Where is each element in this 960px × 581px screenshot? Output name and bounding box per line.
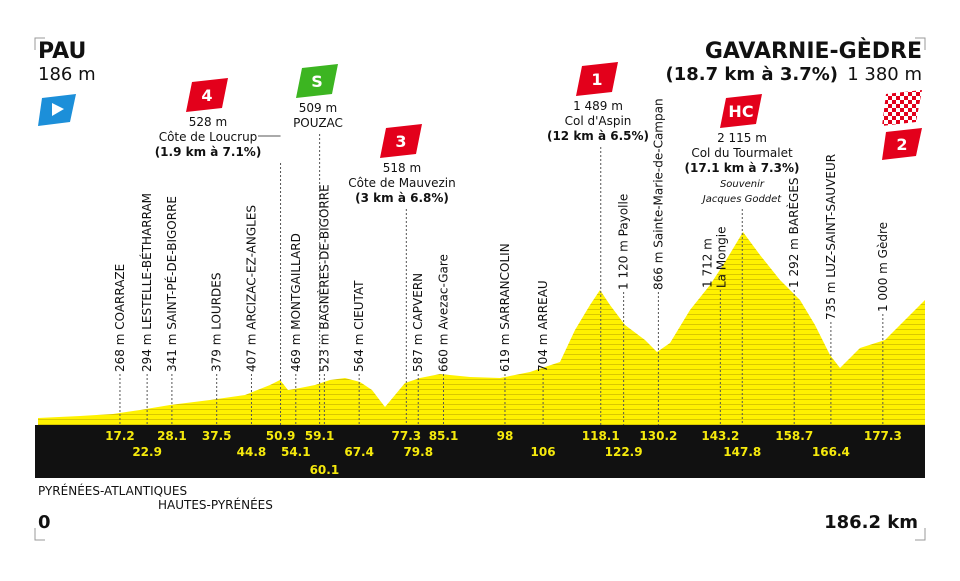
finish-altitude: 1 380 m — [847, 64, 922, 85]
km-label: 44.8 — [237, 445, 267, 459]
km-label: 118.1 — [582, 429, 620, 443]
place-label: 523 m BAGNÈRES-DE-BIGORRE — [316, 184, 331, 372]
place-label: 704 m ARREAU — [536, 280, 550, 372]
start-km: 0 — [38, 512, 51, 533]
finish-category: 2 — [896, 135, 907, 154]
climb-name: Côte de Mauvezin — [348, 176, 455, 190]
km-label: 37.5 — [202, 429, 232, 443]
start-altitude: 186 m — [38, 64, 96, 85]
place-label: 735 m LUZ-SAINT-SAUVEUR — [824, 154, 838, 320]
climb-flag — [576, 62, 618, 96]
climb-detail: (17.1 km à 7.3%) — [685, 161, 800, 175]
climb-name: Côte de Loucrup — [159, 130, 258, 144]
finish-climb: (18.7 km à 3.7%) — [666, 64, 838, 85]
finish-name: GAVARNIE-GÈDRE — [705, 38, 922, 64]
place-label: 564 m CIEUTAT — [352, 280, 366, 372]
km-label: 166.4 — [812, 445, 850, 459]
km-label: 106 — [531, 445, 556, 459]
place-label: 1 120 m Payolle — [617, 194, 631, 290]
climb-category: S — [311, 72, 323, 91]
climb-altitude: 2 115 m — [717, 131, 767, 145]
km-label: 54.1 — [281, 445, 311, 459]
climb-detail: (1.9 km à 7.1%) — [155, 145, 262, 159]
place-label: 866 m Sainte-Marie-de-Campan — [651, 98, 665, 290]
frame — [34, 37, 926, 541]
climb-name: Col du Tourmalet — [691, 146, 793, 160]
km-label: 158.7 — [775, 429, 813, 443]
climb-detail: (12 km à 6.5%) — [547, 129, 649, 143]
climb-flag — [186, 78, 228, 112]
climb-name: POUZAC — [293, 116, 343, 130]
km-label: 50.9 — [266, 429, 296, 443]
finish-km: 186.2 km — [824, 512, 918, 533]
climb-altitude: 1 489 m — [573, 99, 623, 113]
km-label: 98 — [497, 429, 514, 443]
finish-flag — [882, 90, 922, 126]
place-label: 1 000 m Gèdre — [876, 222, 890, 312]
climb-note: Souvenir — [720, 179, 765, 190]
km-band — [35, 425, 925, 478]
km-label: 79.8 — [403, 445, 433, 459]
km-label: 28.1 — [157, 429, 187, 443]
profile — [38, 232, 925, 425]
climb-flag — [296, 64, 338, 98]
place-label: 407 m ARCIZAC-EZ-ANGLES — [244, 205, 258, 372]
km-label: 143.2 — [701, 429, 739, 443]
place-label: 1 712 m — [700, 238, 714, 288]
km-label: 17.2 — [105, 429, 135, 443]
km-label: 85.1 — [429, 429, 459, 443]
place-label: 469 m MONTGAILLARD — [289, 233, 303, 372]
place-label: 1 292 m BARÈGES — [786, 177, 801, 288]
climb-category: 1 — [591, 70, 602, 89]
climb-altitude: 518 m — [383, 161, 421, 175]
place-label: 379 m LOURDES — [210, 273, 224, 373]
climb-altitude: 509 m — [299, 101, 337, 115]
place-label: La Mongie — [714, 227, 728, 289]
km-label: 22.9 — [132, 445, 162, 459]
place-label: 660 m Avezac-Gare — [437, 254, 451, 372]
km-label: 60.1 — [310, 463, 340, 477]
km-label: 177.3 — [864, 429, 902, 443]
km-label: 130.2 — [639, 429, 677, 443]
climb-category: HC — [728, 102, 753, 121]
place-label: 294 m LESTELLE-BÉTHARRAM — [139, 193, 154, 372]
place-label: 587 m CAPVERN — [411, 273, 425, 372]
km-label: 59.1 — [305, 429, 335, 443]
start-icon — [52, 103, 64, 116]
climb-detail: (3 km à 6.8%) — [355, 191, 449, 205]
finish-category-flag — [882, 128, 922, 160]
place-label: 341 m SAINT-PÉ-DE-BIGORRE — [164, 196, 179, 372]
km-label: 77.3 — [392, 429, 422, 443]
department: HAUTES-PYRÉNÉES — [158, 497, 273, 512]
climb-note2: Jacques Goddet — [701, 194, 783, 205]
climb-altitude: 528 m — [189, 115, 227, 129]
km-label: 122.9 — [605, 445, 643, 459]
place-label: 619 m SARRANCOLIN — [498, 243, 512, 372]
climb-name: Col d'Aspin — [565, 114, 632, 128]
start-name: PAU — [38, 39, 86, 64]
place-label: 268 m COARRAZE — [113, 264, 127, 372]
climb-category: 4 — [201, 86, 212, 105]
climb-flag — [380, 124, 422, 158]
climb-flag — [720, 94, 762, 128]
department: PYRÉNÉES-ATLANTIQUES — [38, 483, 187, 498]
km-label: 67.4 — [344, 445, 374, 459]
climb-category: 3 — [395, 132, 406, 151]
km-label: 147.8 — [723, 445, 761, 459]
